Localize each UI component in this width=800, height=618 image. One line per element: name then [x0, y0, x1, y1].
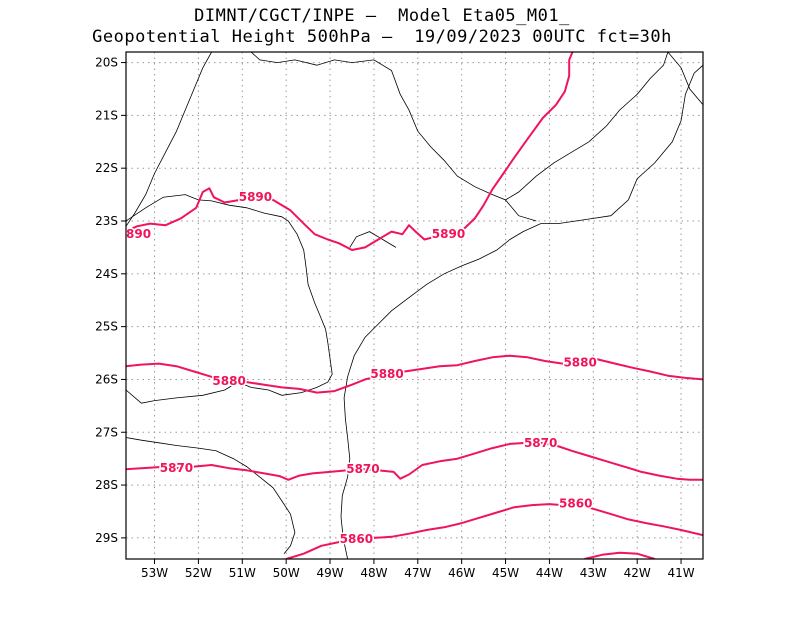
lon-tick-label: 45W — [492, 566, 519, 580]
lon-tick-label: 42W — [624, 566, 651, 580]
axis-ticks: 53W 52W 51W 50W 49W 48W 47W 46W 45W 44W 43W 42W 41W 2… — [95, 56, 695, 580]
contour-label: 5880 — [212, 374, 245, 388]
lat-tick-label: 28S — [95, 478, 118, 492]
lon-tick-label: 46W — [448, 566, 475, 580]
contour-label: 5870 — [160, 461, 193, 475]
lon-tick-label: 50W — [273, 566, 300, 580]
lat-tick-label: 20S — [95, 56, 118, 70]
contour-line — [126, 441, 703, 481]
contour-line — [584, 551, 655, 559]
contour-line — [126, 52, 574, 251]
lon-tick-label: 43W — [580, 566, 607, 580]
lat-tick-label: 27S — [95, 425, 118, 439]
coastline-segment — [126, 437, 296, 554]
coastline-segment — [250, 52, 669, 201]
map-title-line-1: DIMNT/CGCT/INPE — Model Eta05_M01_ — [194, 6, 570, 26]
lon-tick-label: 51W — [229, 566, 256, 580]
gridlines — [126, 52, 703, 559]
height-contours — [126, 52, 703, 559]
coastline-segment — [349, 231, 397, 248]
contour-label: 890 — [126, 227, 151, 241]
lat-tick-label: 29S — [95, 531, 118, 545]
lat-tick-label: 24S — [95, 267, 118, 281]
contour-label: 5870 — [524, 436, 557, 450]
lon-tick-label: 44W — [536, 566, 563, 580]
lon-tick-label: 53W — [141, 566, 168, 580]
contour-label: 5890 — [239, 190, 272, 204]
plot-frame — [125, 51, 704, 560]
contour-line — [285, 502, 703, 559]
coastline-segment — [667, 52, 703, 106]
lat-tick-label: 26S — [95, 372, 118, 386]
contour-label: 5880 — [563, 356, 596, 370]
contour-label: 5860 — [559, 497, 592, 511]
coastline-segment — [126, 194, 333, 404]
contour-label: 5860 — [340, 532, 373, 546]
coastlines-and-borders — [126, 52, 703, 559]
lat-tick-label: 21S — [95, 108, 118, 122]
lon-tick-label: 49W — [316, 566, 343, 580]
lon-tick-label: 41W — [667, 566, 694, 580]
coastline-segment — [505, 199, 537, 222]
map-title-line-2: Geopotential Height 500hPa — 19/09/2023 … — [92, 27, 672, 47]
lat-tick-label: 25S — [95, 320, 118, 334]
lat-tick-label: 22S — [95, 161, 118, 175]
lat-tick-label: 23S — [95, 214, 118, 228]
lon-tick-label: 48W — [360, 566, 387, 580]
contour-label: 5890 — [432, 227, 465, 241]
contour-line — [126, 354, 703, 394]
lon-tick-label: 52W — [185, 566, 212, 580]
coastline-segment — [126, 52, 212, 227]
lon-tick-label: 47W — [404, 566, 431, 580]
contour-labels: 890 5890 5890 5880 5880 5880 5870 5870 5870 5860 5… — [125, 189, 599, 548]
contour-label: 5870 — [346, 462, 379, 476]
contour-label: 5880 — [370, 367, 403, 381]
coastline-segment — [340, 64, 703, 559]
